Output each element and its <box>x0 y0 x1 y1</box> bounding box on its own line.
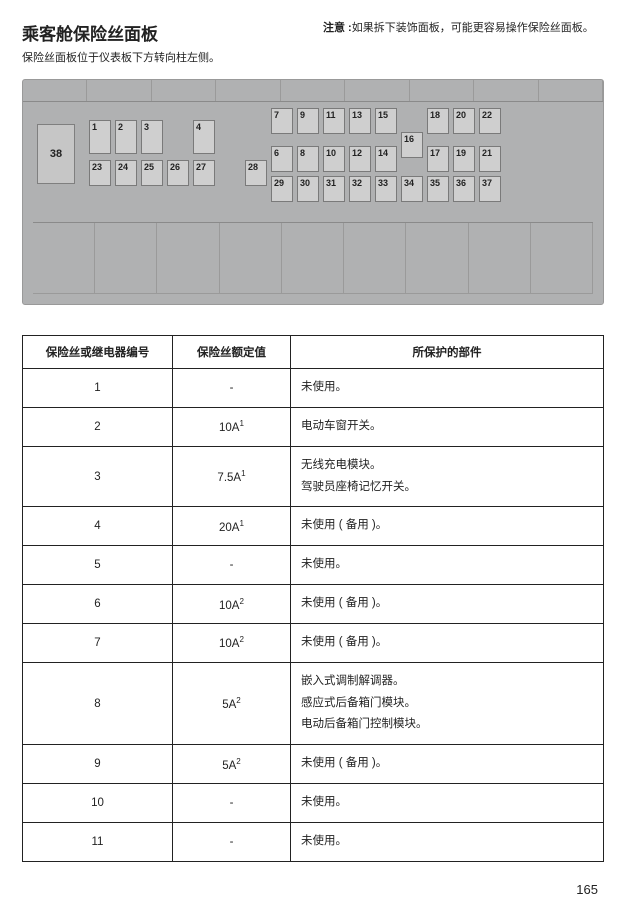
fuse-slot: 25 <box>141 160 163 186</box>
table-row: 37.5A1无线充电模块。驾驶员座椅记忆开关。 <box>23 446 604 507</box>
fuse-slot: 13 <box>349 108 371 134</box>
cell-number: 5 <box>23 546 173 585</box>
fuse-slot: 9 <box>297 108 319 134</box>
cell-rating: 10A2 <box>173 623 291 662</box>
cell-parts: 未使用 ( 备用 )。 <box>291 623 604 662</box>
cell-rating: 10A2 <box>173 585 291 624</box>
fuse-slot: 30 <box>297 176 319 202</box>
fuse-slot: 34 <box>401 176 423 202</box>
note-text: 如果拆下装饰面板，可能更容易操作保险丝面板。 <box>352 22 594 34</box>
table-row: 95A2未使用 ( 备用 )。 <box>23 745 604 784</box>
table-row: 210A1电动车窗开关。 <box>23 407 604 446</box>
table-row: 11-未使用。 <box>23 822 604 861</box>
table-row: 5-未使用。 <box>23 546 604 585</box>
fuse-slot: 8 <box>297 146 319 172</box>
cell-parts: 未使用。 <box>291 784 604 823</box>
page-title: 乘客舱保险丝面板 <box>22 20 303 45</box>
fuse-slot: 24 <box>115 160 137 186</box>
fuse-slot: 18 <box>427 108 449 134</box>
fuse-slot: 27 <box>193 160 215 186</box>
cell-number: 2 <box>23 407 173 446</box>
col-header-parts: 所保护的部件 <box>291 336 604 369</box>
table-row: 10-未使用。 <box>23 784 604 823</box>
fuse-slot: 11 <box>323 108 345 134</box>
cell-number: 4 <box>23 507 173 546</box>
table-row: 710A2未使用 ( 备用 )。 <box>23 623 604 662</box>
fuse-slot: 23 <box>89 160 111 186</box>
fuse-slot: 6 <box>271 146 293 172</box>
fuse-panel-diagram: 38 1234791113151820221623242526272868101… <box>22 79 604 305</box>
table-row: 85A2嵌入式调制解调器。感应式后备箱门模块。电动后备箱门控制模块。 <box>23 662 604 745</box>
col-header-rating: 保险丝额定值 <box>173 336 291 369</box>
cell-rating: - <box>173 784 291 823</box>
cell-rating: - <box>173 369 291 408</box>
fuse-slot: 37 <box>479 176 501 202</box>
fuse-slot: 33 <box>375 176 397 202</box>
fuse-slot: 1 <box>89 120 111 154</box>
cell-parts: 电动车窗开关。 <box>291 407 604 446</box>
cell-number: 9 <box>23 745 173 784</box>
fuse-slot: 20 <box>453 108 475 134</box>
cell-number: 10 <box>23 784 173 823</box>
cell-parts: 未使用。 <box>291 369 604 408</box>
cell-parts: 未使用 ( 备用 )。 <box>291 745 604 784</box>
page-subtitle: 保险丝面板位于仪表板下方转向柱左侧。 <box>22 49 303 65</box>
fuse-slot: 35 <box>427 176 449 202</box>
cell-rating: 10A1 <box>173 407 291 446</box>
cell-number: 7 <box>23 623 173 662</box>
fuse-slot: 12 <box>349 146 371 172</box>
cell-number: 3 <box>23 446 173 507</box>
fuse-slot: 31 <box>323 176 345 202</box>
fuse-slot: 17 <box>427 146 449 172</box>
table-row: 610A2未使用 ( 备用 )。 <box>23 585 604 624</box>
cell-number: 8 <box>23 662 173 745</box>
page-number: 165 <box>576 882 598 897</box>
note-label: 注意 : <box>323 22 352 34</box>
fuse-slot: 29 <box>271 176 293 202</box>
cell-rating: 7.5A1 <box>173 446 291 507</box>
fuse-slot: 3 <box>141 120 163 154</box>
table-row: 1-未使用。 <box>23 369 604 408</box>
table-row: 420A1未使用 ( 备用 )。 <box>23 507 604 546</box>
fuse-slot: 10 <box>323 146 345 172</box>
fuse-slot: 26 <box>167 160 189 186</box>
fuse-slot: 2 <box>115 120 137 154</box>
cell-rating: 5A2 <box>173 745 291 784</box>
cell-parts: 未使用。 <box>291 822 604 861</box>
cell-rating: - <box>173 822 291 861</box>
note-block: 注意 :如果拆下装饰面板，可能更容易操作保险丝面板。 <box>323 20 604 65</box>
fuse-slot: 16 <box>401 132 423 158</box>
fuse-slot: 4 <box>193 120 215 154</box>
fuse-slot: 22 <box>479 108 501 134</box>
fuse-slot: 36 <box>453 176 475 202</box>
fuse-slot: 14 <box>375 146 397 172</box>
fuse-slot: 28 <box>245 160 267 186</box>
fuse-slot: 21 <box>479 146 501 172</box>
fuse-slot-38: 38 <box>37 124 75 184</box>
fuse-table: 保险丝或继电器编号 保险丝额定值 所保护的部件 1-未使用。210A1电动车窗开… <box>22 335 604 862</box>
fuse-slot: 15 <box>375 108 397 134</box>
col-header-number: 保险丝或继电器编号 <box>23 336 173 369</box>
cell-parts: 未使用。 <box>291 546 604 585</box>
cell-rating: 5A2 <box>173 662 291 745</box>
cell-rating: - <box>173 546 291 585</box>
cell-number: 1 <box>23 369 173 408</box>
fuse-slot: 32 <box>349 176 371 202</box>
cell-rating: 20A1 <box>173 507 291 546</box>
cell-parts: 未使用 ( 备用 )。 <box>291 585 604 624</box>
cell-parts: 嵌入式调制解调器。感应式后备箱门模块。电动后备箱门控制模块。 <box>291 662 604 745</box>
cell-parts: 未使用 ( 备用 )。 <box>291 507 604 546</box>
fuse-slot: 19 <box>453 146 475 172</box>
cell-number: 11 <box>23 822 173 861</box>
fuse-slot: 7 <box>271 108 293 134</box>
cell-number: 6 <box>23 585 173 624</box>
cell-parts: 无线充电模块。驾驶员座椅记忆开关。 <box>291 446 604 507</box>
